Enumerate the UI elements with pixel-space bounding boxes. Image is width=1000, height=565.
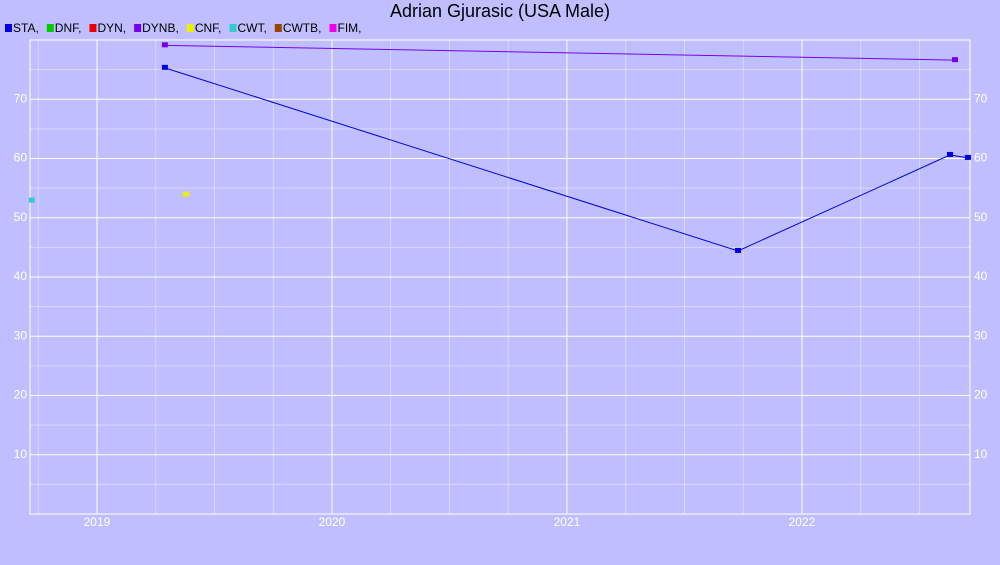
legend-swatch	[186, 24, 194, 32]
data-point	[161, 42, 168, 48]
y2-tick-label: 10	[974, 447, 988, 461]
data-point	[161, 64, 168, 70]
y-tick-label: 10	[14, 447, 28, 461]
x-tick-label: 2022	[789, 515, 816, 529]
y2-tick-label: 60	[974, 151, 988, 165]
data-point	[183, 191, 190, 197]
legend-swatch	[329, 24, 337, 32]
y-tick-label: 20	[14, 388, 28, 402]
x-tick-label: 2019	[84, 515, 111, 529]
y-tick-label: 70	[14, 91, 28, 105]
legend-label: CWT,	[237, 21, 266, 35]
data-point	[964, 154, 971, 160]
y-tick-label: 50	[14, 210, 28, 224]
legend-swatch	[5, 24, 12, 32]
series-line	[164, 44, 955, 61]
data-point	[28, 197, 35, 203]
legend-swatch	[229, 24, 237, 32]
y-tick-label: 40	[14, 269, 28, 283]
data-point	[735, 247, 742, 253]
x-tick-label: 2020	[319, 515, 346, 529]
legend-label: FIM,	[337, 21, 361, 35]
y-tick-label: 30	[14, 328, 28, 342]
plot-frame	[29, 39, 971, 515]
series-line	[164, 67, 968, 252]
legend-label: STA,	[13, 21, 39, 35]
legend-label: DNF,	[55, 21, 82, 35]
y2-tick-label: 30	[974, 328, 988, 342]
legend-swatch	[89, 24, 97, 32]
legend-label: CWTB,	[283, 21, 322, 35]
data-point	[947, 151, 954, 157]
legend-swatch	[274, 24, 282, 32]
y2-tick-label: 50	[974, 210, 988, 224]
x-tick-label: 2021	[554, 515, 581, 529]
legend-label: DYNB,	[142, 21, 179, 35]
chart-title: Adrian Gjurasic (USA Male)	[390, 1, 610, 21]
legend-swatch	[46, 24, 54, 32]
y2-tick-label: 40	[974, 269, 988, 283]
legend-label: CNF,	[195, 21, 222, 35]
y2-tick-label: 20	[974, 388, 988, 402]
y-tick-label: 60	[14, 151, 28, 165]
y2-tick-label: 70	[974, 91, 988, 105]
data-point	[951, 57, 958, 63]
legend-swatch	[134, 24, 142, 32]
legend-label: DYN,	[97, 21, 126, 35]
